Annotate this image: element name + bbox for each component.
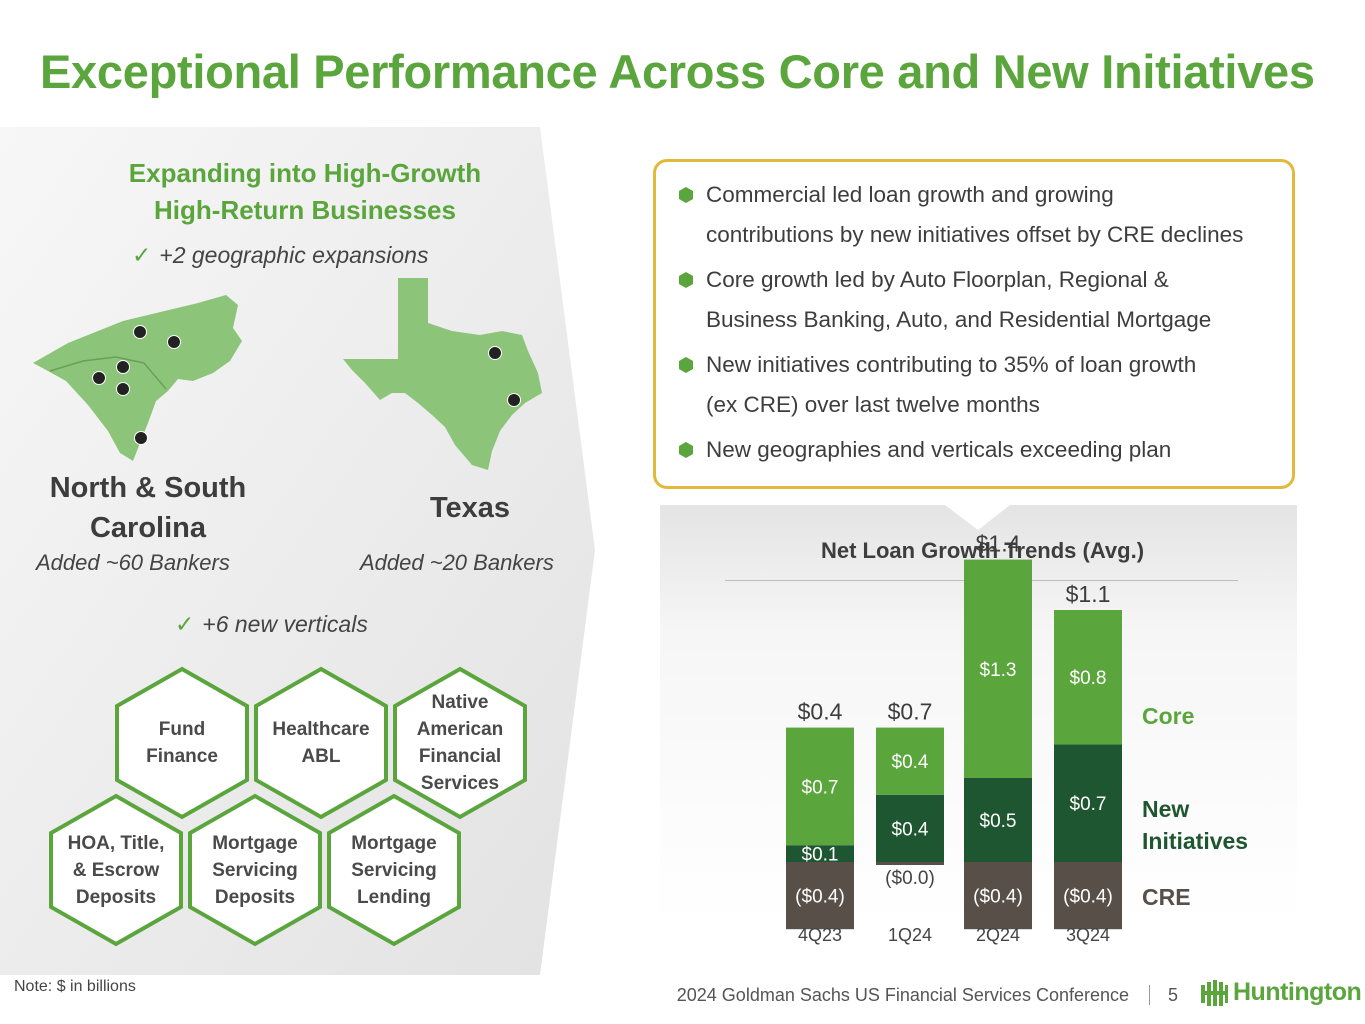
bar-new-initiatives bbox=[964, 778, 1032, 862]
bullet-item: New geographies and verticals exceeding … bbox=[678, 430, 1298, 470]
hexagon-fund-finance bbox=[115, 666, 249, 820]
vertical-hoa-title-escrow-deposits: HOA, Title, & Escrow Deposits bbox=[67, 832, 165, 908]
data-label-cre: ($0.4) bbox=[795, 887, 845, 908]
texas-map bbox=[343, 278, 542, 470]
checkmark-icon: ✓ bbox=[132, 242, 152, 268]
hexagon-healthcare-abl bbox=[254, 666, 388, 820]
bar-cre bbox=[876, 862, 944, 865]
vertical-fund-finance: Fund Finance bbox=[146, 719, 218, 767]
bullet-item: Core growth led by Auto Floorplan, Regio… bbox=[678, 260, 1298, 340]
x-tick-label: 2Q24 bbox=[976, 925, 1020, 945]
hexagon-native-american bbox=[393, 666, 527, 820]
data-label-core: $1.3 bbox=[980, 660, 1017, 681]
data-label-cre: ($0.4) bbox=[1063, 887, 1113, 908]
x-tick-label: 4Q23 bbox=[798, 925, 842, 945]
carolinas-map bbox=[33, 295, 242, 461]
bar-cre bbox=[964, 862, 1032, 930]
data-label-new-initiatives: $0.5 bbox=[980, 811, 1017, 832]
bullet-item: New initiatives contributing to 35% of l… bbox=[678, 345, 1298, 425]
data-label-core: $0.7 bbox=[802, 777, 839, 798]
data-label-new-initiatives: $0.1 bbox=[802, 845, 839, 866]
vertical-mortgage-servicing-lending: Mortgage Servicing Lending bbox=[351, 832, 437, 908]
bullet-item: Commercial led loan growth and growing co… bbox=[678, 175, 1298, 255]
region-carolinas-name: North & South Carolina bbox=[49, 472, 247, 544]
bar-cre bbox=[786, 862, 854, 930]
hexagon-bullet-icon bbox=[679, 272, 693, 288]
huntington-logo: Huntington bbox=[1199, 978, 1362, 1007]
bar-new-initiatives bbox=[876, 794, 944, 862]
data-label-core: $0.4 bbox=[892, 752, 929, 773]
vertical-healthcare-abl: Healthcare ABL bbox=[272, 719, 370, 767]
geographic-expansions-check: ✓ +2 geographic expansions bbox=[132, 242, 429, 268]
hexagon-hoa-title-escrow bbox=[49, 793, 183, 947]
legend-cre: CRE bbox=[1142, 884, 1191, 910]
legend-new-initiatives-line2: Initiatives bbox=[1142, 828, 1248, 854]
new-verticals-check: ✓ +6 new verticals bbox=[175, 611, 368, 637]
bar-core bbox=[876, 727, 944, 795]
hexagon-bullet-icon bbox=[679, 357, 693, 373]
data-label-cre: ($0.0) bbox=[885, 868, 935, 889]
data-label-cre: ($0.4) bbox=[973, 887, 1023, 908]
huntington-logo-icon bbox=[1201, 979, 1228, 1006]
data-label-total: $0.7 bbox=[888, 699, 933, 725]
bar-core bbox=[1054, 610, 1122, 745]
expansion-heading: Expanding into High-Growth High-Return B… bbox=[128, 158, 482, 225]
legend-core: Core bbox=[1142, 703, 1194, 729]
region-carolinas-bankers: Added ~60 Bankers bbox=[36, 550, 230, 575]
conference-name: 2024 Goldman Sachs US Financial Services… bbox=[676, 985, 1129, 1005]
hexagon-mortgage-servicing-lending bbox=[327, 793, 461, 947]
page-title: Exceptional Performance Across Core and … bbox=[40, 45, 1315, 98]
bar-new-initiatives bbox=[1054, 744, 1122, 862]
hexagon-bullet-icon bbox=[679, 442, 693, 458]
data-label-new-initiatives: $0.7 bbox=[1070, 794, 1107, 815]
data-label-core: $0.8 bbox=[1070, 668, 1107, 689]
vertical-native-american-financial-services: Native American Financial Services bbox=[416, 692, 504, 794]
page-number: 5 bbox=[1168, 985, 1179, 1005]
bar-core bbox=[786, 727, 854, 846]
bar-core bbox=[964, 559, 1032, 778]
legend-new-initiatives: New bbox=[1142, 796, 1189, 822]
x-tick-label: 1Q24 bbox=[888, 925, 932, 945]
x-tick-label: 3Q24 bbox=[1066, 925, 1110, 945]
region-texas-bankers: Added ~20 Bankers bbox=[360, 550, 554, 575]
footnote: Note: $ in billions bbox=[14, 978, 136, 995]
hexagon-mortgage-servicing-deposits bbox=[188, 793, 322, 947]
hexagon-bullet-icon bbox=[679, 187, 693, 203]
bar-new-initiatives bbox=[786, 845, 854, 862]
bar-cre bbox=[1054, 862, 1122, 930]
data-label-total: $1.1 bbox=[1066, 581, 1111, 607]
vertical-mortgage-servicing-deposits: Mortgage Servicing Deposits bbox=[212, 832, 298, 908]
region-texas-name: Texas bbox=[429, 492, 511, 524]
data-label-total: $1.4 bbox=[976, 531, 1021, 557]
chart-title: Net Loan Growth Trends (Avg.) bbox=[820, 538, 1145, 563]
data-label-total: $0.4 bbox=[798, 699, 843, 725]
footer-divider bbox=[1149, 985, 1150, 1005]
highlights-bullet-list: Commercial led loan growth and growing co… bbox=[678, 175, 1298, 475]
highlights-callout-box bbox=[653, 159, 1295, 489]
data-label-new-initiatives: $0.4 bbox=[892, 819, 929, 840]
checkmark-icon: ✓ bbox=[175, 611, 195, 637]
